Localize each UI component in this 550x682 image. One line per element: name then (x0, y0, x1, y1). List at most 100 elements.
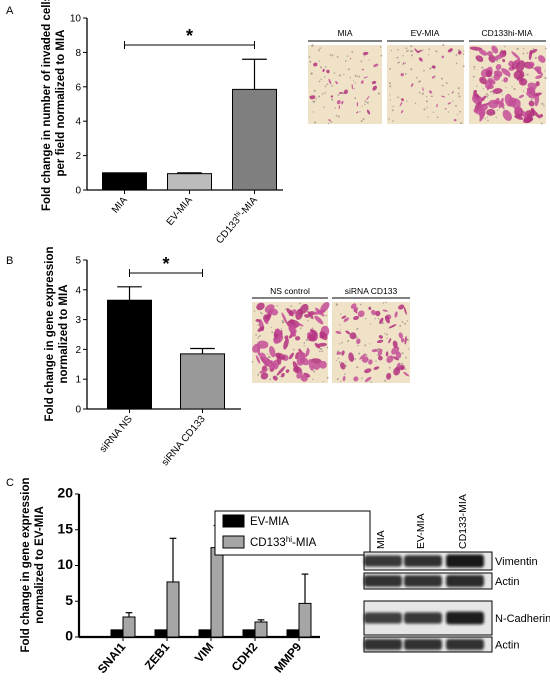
stained-cell (486, 70, 493, 78)
stained-cell (255, 318, 261, 323)
significance-star: * (162, 254, 169, 274)
stained-cell (420, 49, 422, 52)
stained-cell (315, 307, 325, 317)
stained-cell (475, 55, 484, 62)
pore (380, 54, 383, 57)
stained-cell (494, 97, 500, 105)
stained-cell (257, 346, 261, 356)
pore (390, 49, 393, 52)
stained-cell (328, 78, 332, 85)
micrograph-background (308, 45, 382, 124)
stained-cell (503, 77, 508, 83)
pore (532, 48, 535, 50)
pore (354, 358, 357, 360)
blot-lane-label-cd133-mia: CD133-MIA (457, 494, 469, 549)
stained-cell (292, 309, 297, 315)
pore (418, 91, 421, 94)
stained-cell (400, 337, 405, 343)
stained-cell (335, 330, 342, 335)
pore (318, 49, 320, 52)
stained-cell (320, 302, 330, 312)
pore (447, 93, 450, 96)
micrograph-a-ev-mia (387, 44, 465, 125)
stained-cell (518, 78, 528, 86)
x-tick-label-ev-mia: EV-MIA (165, 195, 195, 228)
micrograph-a-mia (308, 44, 383, 125)
pore (482, 88, 485, 90)
bar-zeb1-ev-mia (154, 629, 168, 638)
pore (522, 48, 525, 50)
pore (404, 72, 407, 75)
stained-cell (364, 376, 372, 383)
pore (331, 54, 334, 57)
stained-cell (379, 317, 384, 325)
stained-cell (473, 92, 480, 99)
pore (458, 95, 461, 98)
bar-vim-ev-mia (198, 629, 212, 638)
blot-row-actin-1: Actin (363, 572, 519, 590)
blot-row-n-cadherin-2: N-Cadherin (363, 600, 550, 636)
stained-cell (444, 108, 447, 110)
pore (346, 55, 349, 57)
stained-cell (478, 49, 488, 56)
stained-cell (319, 331, 328, 341)
pore (370, 381, 372, 383)
panel-letter-c: C (6, 477, 14, 489)
blot-band (446, 575, 484, 587)
pore (508, 75, 511, 78)
stained-cell (493, 53, 505, 61)
stained-cell (348, 352, 355, 362)
blot-band-label-actin: Actin (495, 640, 519, 652)
bar-cdh2-cd133hi-mia (254, 621, 268, 638)
stained-cell (535, 75, 543, 79)
pore (388, 82, 391, 85)
pore (351, 50, 354, 53)
stained-cell (473, 90, 478, 94)
pore (359, 303, 362, 306)
bar-zeb1-cd133hi-mia (166, 581, 180, 638)
pore (473, 65, 476, 68)
pore (290, 305, 293, 308)
pore (324, 85, 327, 88)
stained-cell (457, 50, 462, 55)
stained-cell (309, 95, 316, 100)
stained-cell (422, 87, 424, 92)
stained-cell (255, 355, 261, 364)
x-tick-label-zeb1: ZEB1 (142, 640, 173, 673)
stained-cell (527, 82, 537, 90)
pore (360, 60, 363, 63)
stained-cell (305, 348, 310, 357)
stained-cell (345, 330, 351, 335)
pore (318, 95, 321, 98)
pore (312, 111, 315, 113)
pore (377, 317, 380, 320)
legend-swatch-ev-mia (222, 514, 245, 528)
pore (377, 92, 381, 95)
pore (318, 80, 321, 83)
stained-cell (361, 356, 369, 363)
stained-cell (351, 84, 354, 90)
stained-cell (453, 118, 457, 122)
pore (259, 334, 262, 337)
stained-cell (530, 91, 536, 94)
stained-cell (491, 45, 499, 54)
pore (457, 87, 460, 90)
stained-cell (377, 348, 383, 357)
stained-cell (313, 62, 318, 67)
stained-cell (402, 62, 405, 65)
blot-band (364, 639, 402, 650)
pore (280, 328, 283, 330)
pore (486, 93, 489, 96)
pore (269, 378, 272, 381)
pore (299, 302, 301, 305)
stained-cell (400, 110, 404, 114)
stained-cell (431, 95, 433, 98)
stained-cell (502, 109, 512, 121)
pore (543, 104, 545, 107)
pore (365, 354, 368, 357)
blot-band (446, 554, 484, 568)
pore (361, 377, 363, 379)
stained-cell (498, 97, 504, 109)
stained-cell (342, 375, 346, 382)
pore (406, 100, 408, 102)
